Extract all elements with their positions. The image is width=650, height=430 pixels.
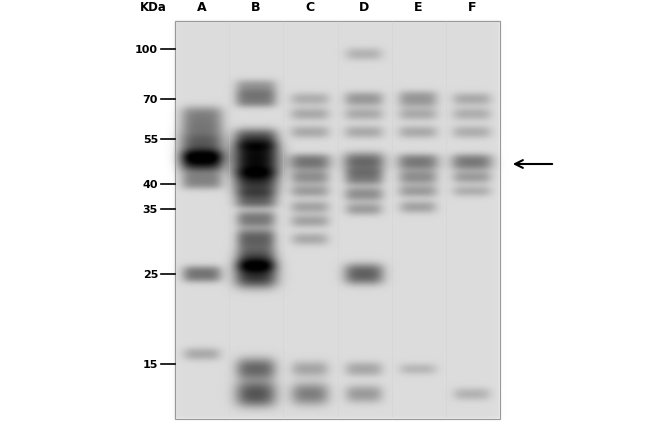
Text: C: C	[306, 1, 315, 14]
Text: 35: 35	[143, 205, 158, 215]
Text: F: F	[468, 1, 476, 14]
Text: 70: 70	[142, 95, 158, 105]
Text: 15: 15	[142, 359, 158, 369]
Text: E: E	[414, 1, 422, 14]
Text: KDa: KDa	[140, 1, 167, 14]
Text: 100: 100	[135, 45, 158, 55]
Text: 40: 40	[142, 180, 158, 190]
Text: A: A	[197, 1, 207, 14]
Text: 25: 25	[142, 269, 158, 280]
Bar	[175, 22, 500, 419]
Text: 55: 55	[143, 135, 158, 144]
Text: B: B	[252, 1, 261, 14]
Text: D: D	[359, 1, 369, 14]
